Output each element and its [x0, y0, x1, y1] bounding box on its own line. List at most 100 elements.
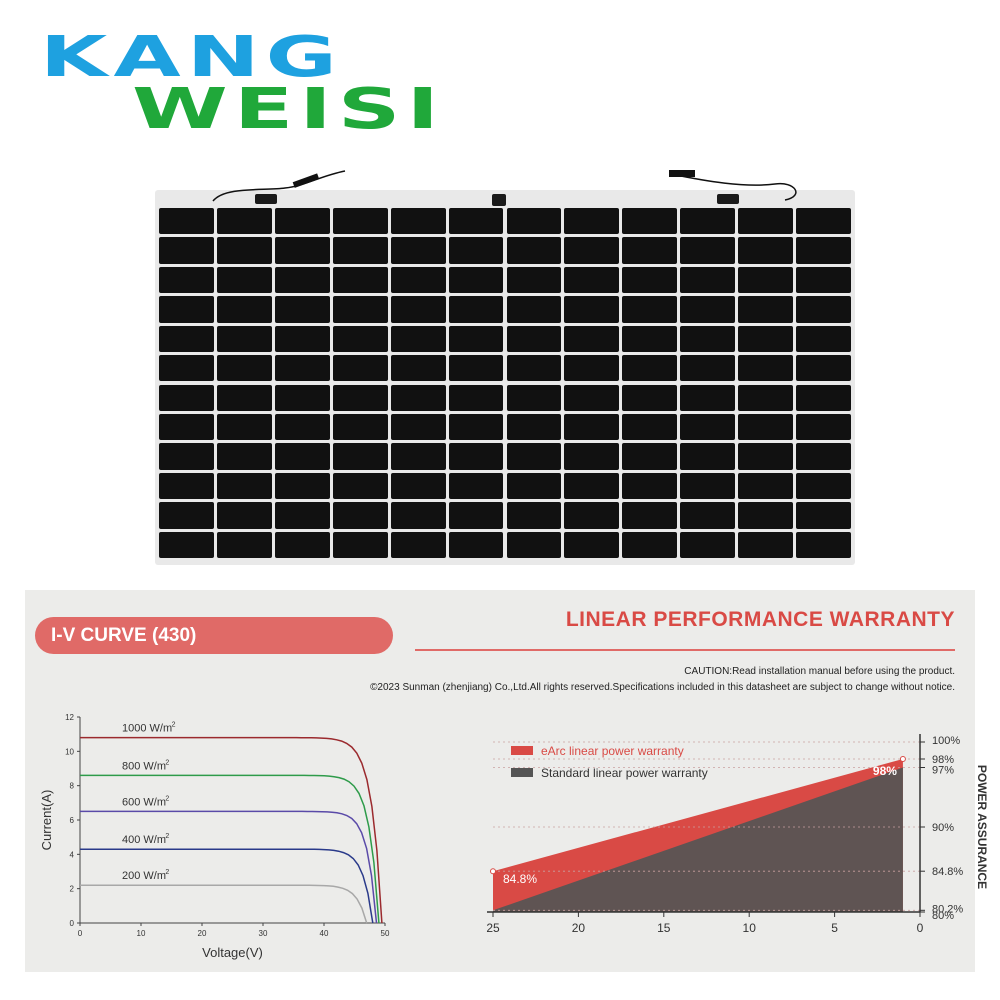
- solar-cell: [622, 296, 678, 323]
- solar-cell: [332, 384, 388, 411]
- solar-cell: [332, 472, 388, 500]
- solar-cell: [564, 266, 620, 294]
- solar-cell: [274, 355, 330, 382]
- solar-cell: [622, 208, 678, 235]
- solar-cell: [506, 413, 562, 441]
- solar-cell: [564, 296, 620, 323]
- solar-cell: [564, 531, 620, 558]
- iv-series-line: [80, 884, 368, 924]
- solar-cell: [390, 531, 446, 558]
- y-tick-label: 98%: [932, 754, 954, 766]
- solar-cell: [390, 325, 446, 353]
- solar-cell: [390, 266, 446, 294]
- iv-curve-header: I-V CURVE (430): [35, 617, 393, 654]
- solar-cell: [680, 208, 736, 235]
- solar-cell: [564, 355, 620, 382]
- brand-logo-line1: KANG: [40, 25, 344, 90]
- solar-cell: [159, 208, 214, 235]
- standard-warranty-area: [493, 767, 903, 912]
- solar-cell: [448, 296, 504, 323]
- x-tick-label: 15: [657, 921, 671, 935]
- iv-series-label-sup: 2: [165, 833, 169, 840]
- solar-cell: [622, 355, 678, 382]
- warranty-divider: [415, 649, 955, 651]
- y-tick-label: 4: [70, 850, 75, 859]
- solar-cell: [448, 472, 504, 500]
- cable-left-icon: [212, 170, 346, 202]
- x-tick-label: 20: [572, 921, 586, 935]
- solar-cell: [738, 208, 794, 235]
- y-tick-label: 97%: [932, 765, 954, 777]
- solar-cell: [332, 296, 388, 323]
- solar-cell: [796, 355, 851, 382]
- solar-cell: [216, 237, 272, 264]
- solar-cell: [796, 296, 851, 323]
- solar-cell: [159, 413, 214, 441]
- solar-cell: [738, 266, 794, 294]
- y-tick-label: 80.2%: [932, 903, 963, 915]
- solar-cell: [332, 266, 388, 294]
- solar-cell: [448, 355, 504, 382]
- solar-cell: [332, 355, 388, 382]
- solar-cell: [564, 502, 620, 529]
- solar-cell: [159, 443, 214, 470]
- solar-cell: [680, 443, 736, 470]
- y-tick-label: 90%: [932, 822, 954, 834]
- solar-cell: [506, 355, 562, 382]
- solar-cell: [159, 502, 214, 529]
- solar-cell: [796, 413, 851, 441]
- solar-cell: [390, 413, 446, 441]
- solar-cell: [506, 472, 562, 500]
- solar-cell: [796, 443, 851, 470]
- solar-cell: [448, 266, 504, 294]
- solar-cell: [738, 355, 794, 382]
- solar-cell: [216, 384, 272, 411]
- solar-cell: [738, 443, 794, 470]
- solar-cell: [506, 266, 562, 294]
- solar-cell: [448, 237, 504, 264]
- iv-series-line: [80, 810, 378, 924]
- solar-cell: [506, 208, 562, 235]
- x-tick-label: 50: [381, 929, 390, 938]
- solar-cell: [332, 208, 388, 235]
- solar-cell: [216, 208, 272, 235]
- solar-cell: [796, 384, 851, 411]
- solar-cell: [159, 266, 214, 294]
- solar-cell: [159, 355, 214, 382]
- solar-cell: [796, 208, 851, 235]
- solar-cell: [159, 384, 214, 411]
- solar-cell: [332, 531, 388, 558]
- solar-cell: [216, 413, 272, 441]
- solar-cell: [216, 531, 272, 558]
- solar-cell: [680, 502, 736, 529]
- solar-cell: [216, 296, 272, 323]
- iv-series-line: [80, 774, 380, 924]
- iv-series-label-sup: 2: [165, 759, 169, 766]
- solar-cell: [680, 266, 736, 294]
- legend-label: Standard linear power warranty: [541, 766, 708, 780]
- y-tick-label: 8: [70, 782, 75, 791]
- solar-cell: [622, 443, 678, 470]
- solar-cell: [274, 472, 330, 500]
- solar-cell-grid: [159, 208, 851, 558]
- solar-cell: [680, 325, 736, 353]
- solar-cell: [680, 355, 736, 382]
- solar-cell: [274, 266, 330, 294]
- solar-cell: [564, 237, 620, 264]
- solar-cell: [738, 296, 794, 323]
- start-value-label: 84.8%: [503, 872, 537, 886]
- solar-cell: [680, 531, 736, 558]
- legend-label: eArc linear power warranty: [541, 744, 684, 758]
- solar-cell: [390, 384, 446, 411]
- brand-logo: KANG WEISI: [40, 25, 439, 140]
- solar-cell: [622, 472, 678, 500]
- solar-panel-image: [155, 170, 855, 565]
- solar-cell: [680, 296, 736, 323]
- iv-series-line: [80, 848, 374, 924]
- brand-logo-line2: WEISI: [132, 77, 446, 142]
- solar-cell: [680, 384, 736, 411]
- solar-cell: [796, 325, 851, 353]
- solar-cell: [622, 266, 678, 294]
- x-tick-label: 10: [743, 921, 757, 935]
- start-marker: [490, 868, 496, 875]
